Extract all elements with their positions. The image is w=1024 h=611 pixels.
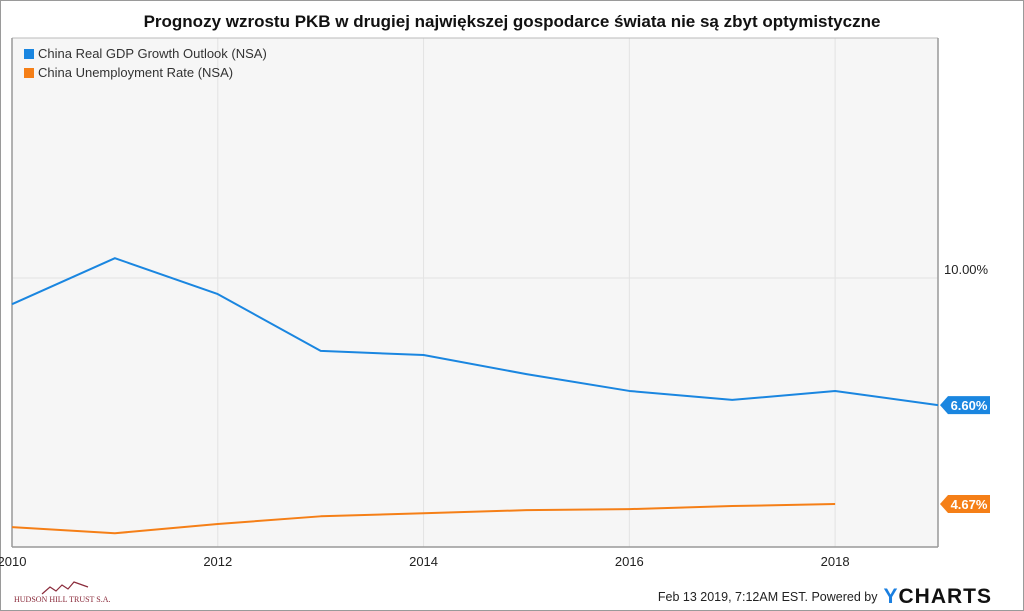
last-value-flag	[940, 495, 990, 513]
x-tick-label: 2018	[821, 554, 850, 569]
powered-by-text: Powered by	[811, 590, 878, 604]
timestamp: Feb 13 2019, 7:12AM EST.	[657, 590, 808, 604]
y-tick-label: 10.00%	[944, 262, 989, 277]
x-tick-label: 2012	[203, 554, 232, 569]
last-value-flag	[940, 396, 990, 415]
legend-swatch-gdp	[24, 48, 34, 59]
x-tick-label: 2014	[409, 554, 438, 569]
chart-title: Prognozy wzrostu PKB w drugiej największ…	[143, 12, 881, 31]
legend-label-unemployment: China Unemployment Rate (NSA)	[38, 65, 234, 80]
logo-text: HUDSON HILL TRUST S.A.	[14, 595, 111, 604]
legend: China Real GDP Growth Outlook (NSA) Chin…	[24, 44, 267, 82]
plot-area	[12, 38, 938, 547]
x-tick-label: 2016	[615, 554, 644, 569]
last-value-label: 4.67%	[951, 497, 988, 512]
series-line-gdp	[11, 257, 939, 407]
hudson-hill-logo-icon	[41, 581, 89, 595]
x-tick-label: 2010	[0, 554, 26, 569]
last-value-label: 6.60%	[951, 398, 988, 413]
legend-item-gdp[interactable]: China Real GDP Growth Outlook (NSA)	[24, 44, 267, 63]
legend-item-unemployment[interactable]: China Unemployment Rate (NSA)	[24, 63, 267, 82]
ycharts-logo[interactable]: YCHARTS	[883, 585, 992, 608]
legend-swatch-unemployment	[24, 67, 34, 78]
footer: Feb 13 2019, 7:12AM EST. Powered by YCHA…	[658, 585, 992, 609]
legend-label-gdp: China Real GDP Growth Outlook (NSA)	[38, 46, 267, 61]
